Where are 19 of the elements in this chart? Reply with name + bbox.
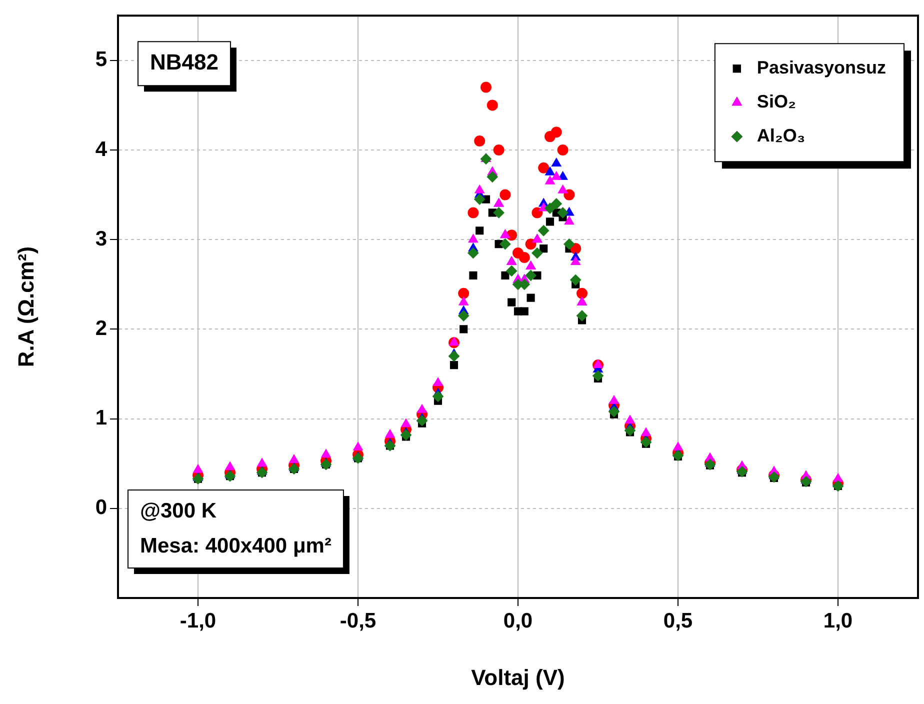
x-tick-label: 0,0 — [503, 609, 533, 632]
y-tick-label: 2 — [95, 316, 107, 340]
y-axis-title: R.A (Ω.cm²) — [13, 246, 38, 368]
text: NB482 — [150, 50, 218, 75]
y-tick-label: 1 — [95, 406, 108, 430]
y-tick-label: 4 — [95, 138, 108, 161]
x-tick-label: -0,5 — [340, 609, 376, 632]
y-tick-label: 5 — [95, 48, 108, 72]
y-tick-label: 3 — [95, 227, 107, 250]
annotation: @300 K — [140, 499, 217, 522]
legend-label: Al₂O₃ — [756, 126, 806, 146]
x-axis-title: Voltaj (V) — [471, 664, 565, 690]
annotation: Mesa: 400x400 μm² — [140, 534, 332, 558]
legend-label: Pasivasyonsuz — [756, 58, 886, 78]
x-tick-label: -1,0 — [180, 609, 216, 632]
y-tick-label: 0 — [95, 496, 107, 520]
legend-label: SiO₂ — [756, 92, 796, 112]
x-tick-label: 1,0 — [823, 609, 853, 632]
x-tick-label: 0,5 — [663, 609, 693, 632]
